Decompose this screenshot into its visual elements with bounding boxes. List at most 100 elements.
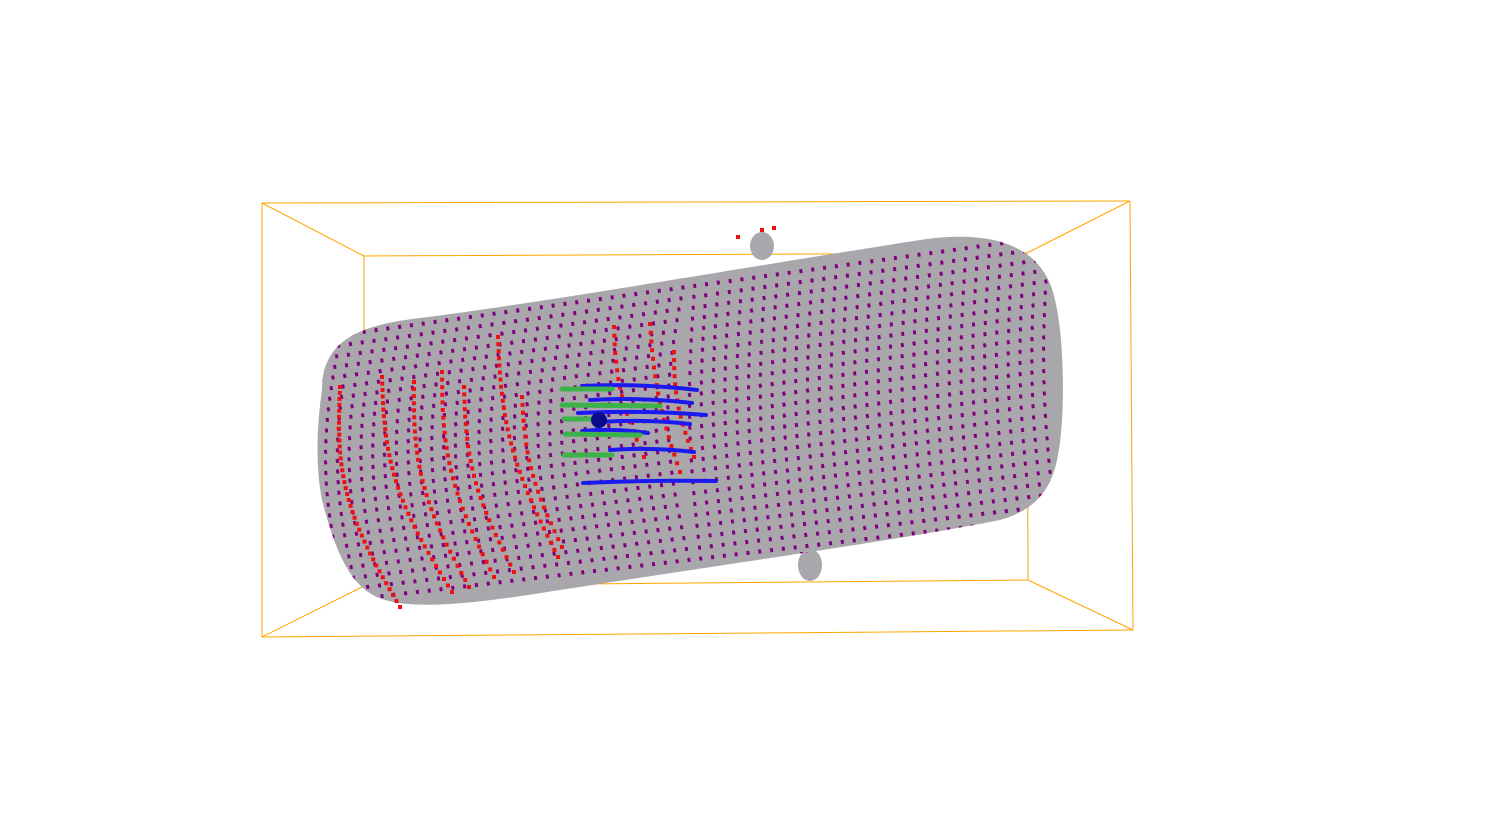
- red-point: [403, 505, 408, 510]
- grid-point: [476, 334, 481, 340]
- blue-line: [581, 478, 718, 485]
- red-point: [415, 531, 420, 536]
- grid-point: [677, 514, 682, 519]
- grid-point: [772, 458, 777, 464]
- grid-point: [491, 385, 496, 390]
- grid-point: [632, 453, 636, 458]
- grid-point: [445, 498, 450, 503]
- grid-point: [865, 413, 870, 419]
- grid-point: [801, 510, 806, 516]
- grid-point: [372, 411, 377, 416]
- red-point: [736, 235, 740, 239]
- grid-point: [975, 455, 979, 461]
- grid-point: [881, 478, 886, 484]
- grid-point: [519, 511, 524, 516]
- grid-point: [361, 563, 365, 568]
- grid-point: [375, 572, 379, 578]
- red-point: [496, 349, 501, 354]
- grid-point: [671, 339, 676, 345]
- red-point: [338, 385, 342, 389]
- grid-point: [821, 287, 825, 293]
- grid-point: [785, 292, 790, 297]
- grid-point: [762, 482, 767, 487]
- grid-point: [596, 457, 601, 463]
- red-point: [340, 468, 345, 473]
- grid-point: [726, 300, 731, 306]
- grid-point: [609, 369, 614, 374]
- grid-point: [474, 527, 479, 533]
- grid-point: [523, 532, 528, 538]
- grid-point: [817, 386, 822, 392]
- grid-point: [806, 410, 810, 415]
- red-point: [445, 453, 450, 458]
- bbox-edge: [1027, 579, 1134, 631]
- grid-point: [950, 280, 954, 286]
- grid-point: [782, 380, 786, 385]
- grid-point: [339, 511, 344, 517]
- grid-point: [994, 330, 999, 335]
- red-point: [418, 471, 423, 476]
- grid-point: [770, 403, 775, 409]
- red-point: [381, 407, 386, 412]
- grid-point: [321, 546, 325, 551]
- grid-point: [1026, 494, 1031, 500]
- grid-point: [429, 544, 434, 549]
- grid-point: [782, 391, 786, 396]
- grid-point: [1030, 381, 1034, 387]
- grid-point: [694, 512, 698, 518]
- grid-point: [319, 535, 323, 541]
- red-point: [528, 498, 533, 503]
- grid-point: [846, 482, 851, 488]
- grid-point: [349, 414, 353, 420]
- grid-point: [481, 375, 486, 381]
- grid-point: [978, 489, 983, 494]
- grid-point: [386, 326, 390, 331]
- grid-point: [787, 270, 791, 276]
- grid-point: [976, 244, 980, 249]
- red-point: [382, 420, 387, 425]
- grid-point: [820, 452, 824, 458]
- red-point: [412, 422, 417, 427]
- grid-point: [780, 535, 784, 541]
- grid-point: [708, 533, 712, 538]
- grid-point: [929, 472, 933, 478]
- grid-point: [919, 496, 924, 502]
- grid-point: [964, 468, 969, 474]
- grid-point: [655, 439, 659, 444]
- grid-point: [724, 453, 729, 459]
- grid-point: [1031, 415, 1036, 420]
- red-point: [515, 462, 520, 467]
- grid-point: [806, 421, 811, 426]
- red-point: [352, 515, 357, 520]
- grid-point: [453, 454, 458, 459]
- grid-point: [360, 413, 365, 418]
- grid-point: [621, 465, 626, 471]
- grid-point: [553, 496, 558, 501]
- red-point: [533, 481, 538, 486]
- grid-point: [590, 502, 595, 507]
- grid-point: [599, 545, 604, 551]
- grid-point: [344, 598, 349, 603]
- grid-point: [513, 403, 518, 408]
- grid-point: [547, 529, 552, 535]
- grid-point: [413, 579, 417, 584]
- grid-point: [541, 357, 546, 362]
- grid-point: [474, 345, 479, 350]
- grid-point: [527, 380, 531, 385]
- grid-point: [563, 483, 568, 489]
- red-point: [339, 462, 344, 467]
- grid-point: [768, 536, 773, 542]
- grid-point: [589, 350, 593, 356]
- red-point: [450, 590, 454, 594]
- grid-point: [602, 556, 606, 562]
- grid-point: [865, 336, 870, 341]
- grid-point: [829, 385, 833, 390]
- grid-point: [971, 344, 975, 350]
- grid-point: [805, 377, 810, 382]
- red-point: [615, 368, 620, 373]
- red-point: [440, 377, 445, 382]
- grid-point: [751, 286, 755, 291]
- grid-point: [892, 266, 897, 272]
